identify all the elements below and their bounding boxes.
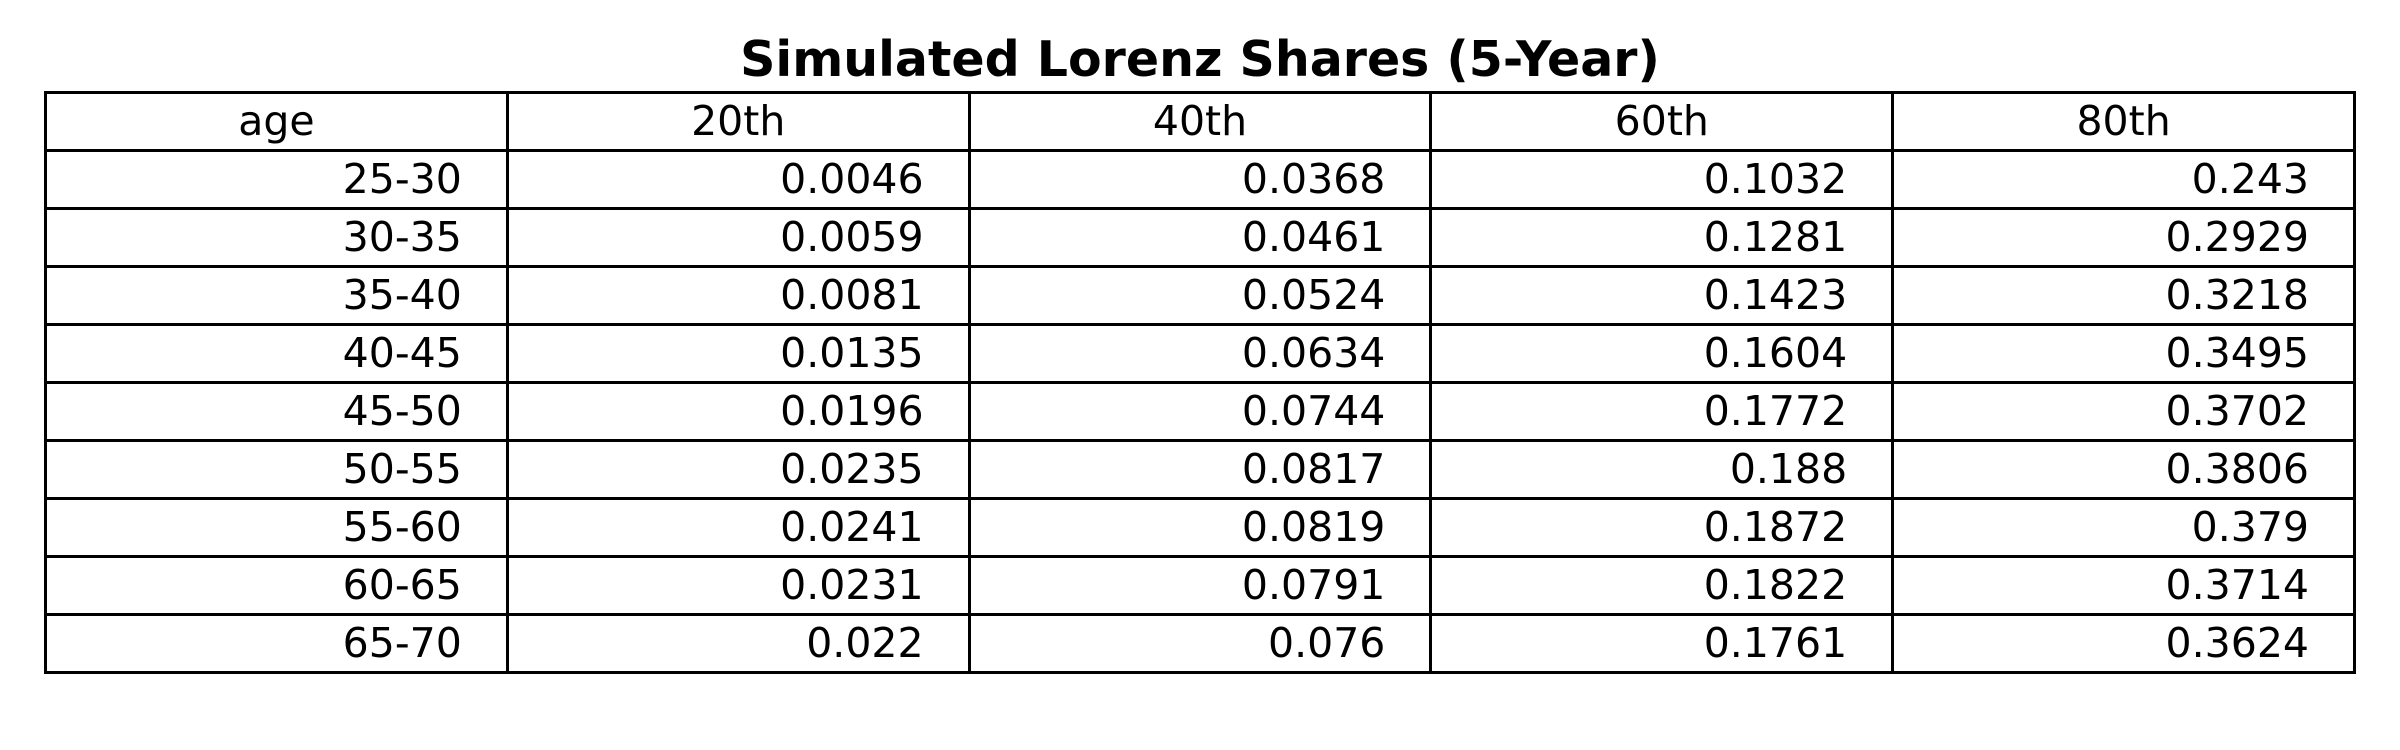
value-cell: 0.0461 — [967, 207, 1433, 268]
value-cell: 0.022 — [505, 613, 971, 674]
column-header-80th: 80th — [1891, 91, 2356, 152]
value-cell: 0.0046 — [505, 149, 971, 210]
value-cell: 0.3495 — [1891, 323, 2356, 384]
value-cell: 0.1423 — [1429, 265, 1895, 326]
table-row: 55-60 0.0241 0.0819 0.1872 0.379 — [44, 497, 2356, 558]
table-body: 25-30 0.0046 0.0368 0.1032 0.243 30-35 0.0059 0… — [44, 149, 2356, 674]
value-cell: 0.076 — [967, 613, 1433, 674]
value-cell: 0.0791 — [967, 555, 1433, 616]
value-cell: 0.2929 — [1891, 207, 2356, 268]
table-row: 45-50 0.0196 0.0744 0.1772 0.3702 — [44, 381, 2356, 442]
value-cell: 0.1604 — [1429, 323, 1895, 384]
value-cell: 0.0368 — [967, 149, 1433, 210]
value-cell: 0.0231 — [505, 555, 971, 616]
chart-title: Simulated Lorenz Shares (5-Year) — [740, 31, 1660, 88]
table-row: 25-30 0.0046 0.0368 0.1032 0.243 — [44, 149, 2356, 210]
value-cell: 0.3624 — [1891, 613, 2356, 674]
value-cell: 0.3218 — [1891, 265, 2356, 326]
column-header-60th: 60th — [1429, 91, 1895, 152]
value-cell: 0.243 — [1891, 149, 2356, 210]
value-cell: 0.0817 — [967, 439, 1433, 500]
value-cell: 0.0819 — [967, 497, 1433, 558]
value-cell: 0.0241 — [505, 497, 971, 558]
header-row: age 20th 40th 60th 80th — [44, 91, 2356, 152]
age-cell: 60-65 — [44, 555, 509, 616]
value-cell: 0.0524 — [967, 265, 1433, 326]
value-cell: 0.188 — [1429, 439, 1895, 500]
value-cell: 0.1822 — [1429, 555, 1895, 616]
data-table: age 20th 40th 60th 80th 25-30 0.0046 0.036… — [44, 91, 2356, 674]
age-cell: 55-60 — [44, 497, 509, 558]
value-cell: 0.0059 — [505, 207, 971, 268]
table-row: 65-70 0.022 0.076 0.1761 0.3624 — [44, 613, 2356, 674]
value-cell: 0.0744 — [967, 381, 1433, 442]
value-cell: 0.3714 — [1891, 555, 2356, 616]
age-cell: 25-30 — [44, 149, 509, 210]
value-cell: 0.0634 — [967, 323, 1433, 384]
age-cell: 30-35 — [44, 207, 509, 268]
value-cell: 0.1761 — [1429, 613, 1895, 674]
column-header-age: age — [44, 91, 509, 152]
value-cell: 0.3702 — [1891, 381, 2356, 442]
value-cell: 0.1772 — [1429, 381, 1895, 442]
age-cell: 65-70 — [44, 613, 509, 674]
table-row: 40-45 0.0135 0.0634 0.1604 0.3495 — [44, 323, 2356, 384]
table-row: 35-40 0.0081 0.0524 0.1423 0.3218 — [44, 265, 2356, 326]
value-cell: 0.379 — [1891, 497, 2356, 558]
value-cell: 0.0235 — [505, 439, 971, 500]
value-cell: 0.0081 — [505, 265, 971, 326]
age-cell: 50-55 — [44, 439, 509, 500]
value-cell: 0.1281 — [1429, 207, 1895, 268]
table-row: 50-55 0.0235 0.0817 0.188 0.3806 — [44, 439, 2356, 500]
table-row: 60-65 0.0231 0.0791 0.1822 0.3714 — [44, 555, 2356, 616]
value-cell: 0.0196 — [505, 381, 971, 442]
age-cell: 40-45 — [44, 323, 509, 384]
value-cell: 0.3806 — [1891, 439, 2356, 500]
column-header-40th: 40th — [967, 91, 1433, 152]
value-cell: 0.1872 — [1429, 497, 1895, 558]
age-cell: 45-50 — [44, 381, 509, 442]
age-cell: 35-40 — [44, 265, 509, 326]
value-cell: 0.0135 — [505, 323, 971, 384]
value-cell: 0.1032 — [1429, 149, 1895, 210]
column-header-20th: 20th — [505, 91, 971, 152]
table-row: 30-35 0.0059 0.0461 0.1281 0.2929 — [44, 207, 2356, 268]
